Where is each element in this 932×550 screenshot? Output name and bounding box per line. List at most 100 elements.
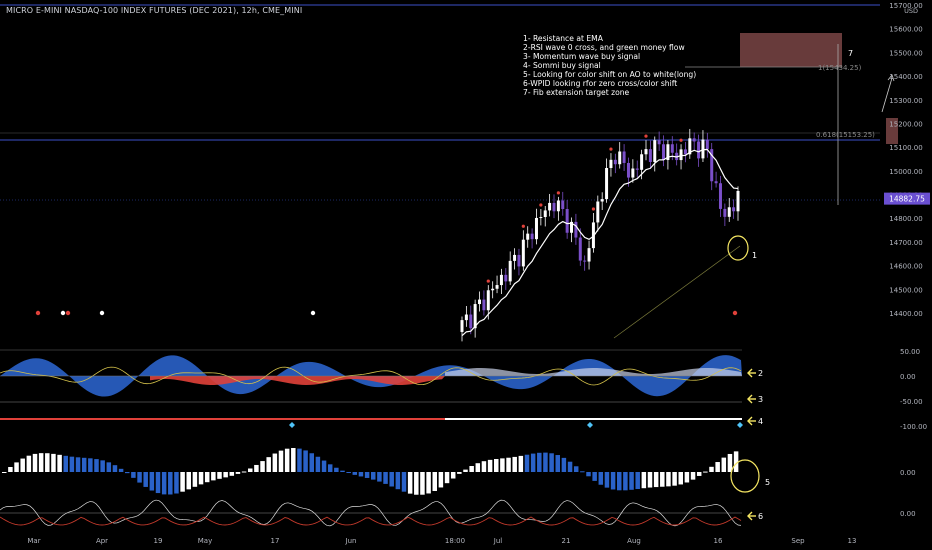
yellow-arrow-head-2 bbox=[747, 416, 753, 426]
note-7: 7- Fib extension target zone bbox=[523, 88, 630, 97]
price-tick-13: 14400.00 bbox=[889, 310, 922, 318]
ao-bar bbox=[26, 455, 32, 472]
ao-bar bbox=[112, 465, 118, 472]
note-1: 1- Resistance at EMA bbox=[523, 34, 603, 43]
ao-bar bbox=[518, 455, 524, 472]
momentum-wave bbox=[0, 355, 742, 397]
ao-bar bbox=[94, 459, 99, 472]
ao-bar bbox=[14, 462, 19, 472]
osc2-tick: 0.00 bbox=[900, 469, 916, 477]
candle-body bbox=[662, 144, 666, 161]
ao-bar bbox=[161, 472, 167, 495]
ao-bar bbox=[543, 452, 548, 472]
x-tick-1: Apr bbox=[96, 537, 108, 545]
ao-bar bbox=[364, 472, 370, 478]
ao-bar bbox=[567, 461, 573, 472]
ao-bar bbox=[672, 472, 677, 486]
candle-body bbox=[697, 141, 701, 159]
price-tick-3: 15400.00 bbox=[889, 73, 922, 81]
ao-bar bbox=[573, 466, 579, 472]
sell-dot bbox=[679, 138, 683, 142]
candle-body bbox=[622, 151, 626, 163]
yellow-arrow-head-4 bbox=[747, 511, 753, 521]
ao-bar bbox=[192, 472, 198, 487]
candle-body bbox=[543, 210, 547, 218]
candle-body bbox=[631, 168, 635, 178]
signal-dot-3 bbox=[99, 310, 105, 316]
candle-body bbox=[727, 207, 731, 217]
target-zone bbox=[740, 33, 842, 67]
ao-bar bbox=[420, 472, 425, 495]
rsi-line bbox=[0, 366, 742, 386]
candle-body bbox=[653, 140, 657, 162]
ao-bar bbox=[327, 464, 333, 472]
candle-body bbox=[605, 168, 609, 200]
candle-body bbox=[578, 237, 582, 261]
ao-bar bbox=[487, 459, 493, 472]
ema-line bbox=[461, 148, 739, 337]
candle-body bbox=[683, 149, 687, 155]
note-6: 6-WPID looking rfor zero cross/color shi… bbox=[523, 79, 678, 88]
note-3: 3- Momentum wave buy signal bbox=[523, 52, 641, 61]
candle-body bbox=[548, 202, 552, 211]
candle-body bbox=[521, 239, 525, 267]
ao-bar bbox=[500, 458, 505, 472]
ao-bar bbox=[69, 456, 75, 472]
candle-body bbox=[692, 138, 696, 142]
x-tick-8: 21 bbox=[562, 537, 571, 545]
sell-dot bbox=[609, 147, 613, 151]
x-tick-7: Jul bbox=[493, 537, 503, 545]
ao-bar bbox=[469, 466, 474, 472]
ao-bar bbox=[450, 472, 456, 479]
price-tick-9: 14800.00 bbox=[889, 215, 922, 223]
candle-body bbox=[736, 190, 740, 212]
ao-bar bbox=[51, 453, 56, 472]
x-tick-10: 16 bbox=[714, 537, 723, 545]
ao-bar bbox=[414, 472, 419, 495]
ao-bar bbox=[444, 472, 450, 484]
ao-bar bbox=[684, 472, 690, 483]
ao-bar bbox=[604, 472, 610, 488]
ao-bar bbox=[721, 457, 727, 472]
ao-bar bbox=[106, 462, 112, 472]
candle-body bbox=[640, 154, 644, 170]
fib-0618-label: 0.618(15153.25) bbox=[816, 131, 875, 139]
ao-bar bbox=[137, 472, 142, 483]
candle-body bbox=[513, 254, 517, 261]
marker-label-4: 4 bbox=[758, 417, 763, 426]
ao-bar bbox=[235, 472, 241, 474]
candle-body bbox=[723, 208, 727, 217]
signal-dot-5 bbox=[732, 310, 738, 316]
candle-body bbox=[530, 233, 534, 240]
ao-bar bbox=[303, 450, 308, 472]
x-tick-0: Mar bbox=[27, 537, 40, 545]
candle-body bbox=[565, 209, 569, 233]
ao-bar bbox=[647, 472, 653, 488]
signal-dot-1 bbox=[60, 310, 66, 316]
price-tick-7: 15000.00 bbox=[889, 168, 922, 176]
last-price-tag: 14882.75 bbox=[889, 195, 925, 204]
wpid-line bbox=[0, 499, 742, 527]
candle-body bbox=[491, 288, 495, 291]
ao-bar bbox=[100, 460, 105, 472]
ao-bar bbox=[371, 472, 376, 480]
ao-bar bbox=[32, 453, 38, 472]
ao-bar bbox=[143, 472, 148, 487]
candle-body bbox=[670, 144, 674, 153]
last-price-tag-bg bbox=[884, 192, 930, 205]
ao-bar bbox=[284, 448, 290, 472]
candle-body bbox=[570, 221, 574, 233]
ao-bar bbox=[629, 472, 634, 490]
ao-bar bbox=[678, 472, 683, 485]
ao-bar bbox=[561, 457, 567, 472]
sell-dot bbox=[539, 203, 543, 207]
candle-body bbox=[534, 217, 538, 240]
candle-body bbox=[679, 149, 683, 161]
ao-bar bbox=[389, 472, 394, 487]
ao-bar bbox=[475, 463, 481, 472]
ao-bar bbox=[358, 472, 364, 477]
ao-bar bbox=[598, 472, 604, 485]
annotation-notes: 1- Resistance at EMA 2-RSI wave 0 cross,… bbox=[523, 34, 696, 97]
up-arrow-head bbox=[887, 74, 895, 82]
